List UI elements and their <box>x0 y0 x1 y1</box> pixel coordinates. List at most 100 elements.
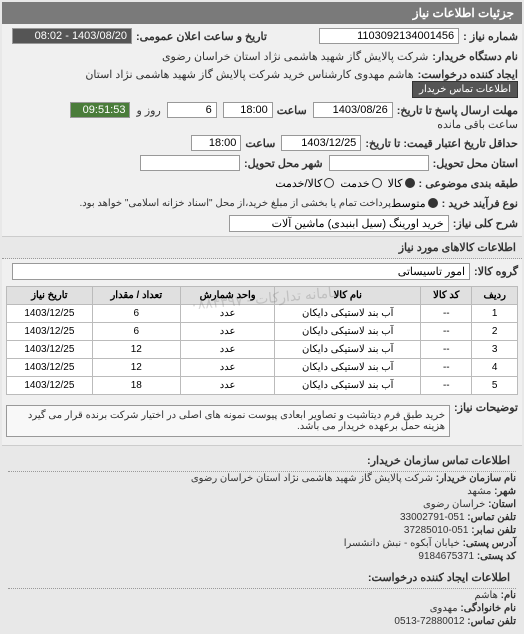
table-cell: 1 <box>472 305 518 323</box>
price-valid-label: حداقل تاریخ اعتبار قیمت: تا تاریخ: <box>365 137 518 150</box>
table-cell: 1403/12/25 <box>7 323 93 341</box>
subject-radios: کالا خدمت کالا/خدمت <box>275 177 414 190</box>
date-label: تاریخ و ساعت اعلان عمومی: <box>136 30 267 43</box>
group-label: گروه کالا: <box>474 265 518 278</box>
remain-time: 09:51:53 <box>70 102 130 118</box>
cr-tel-label: تلفن تماس: <box>467 616 516 627</box>
table-header: ردیف <box>472 287 518 305</box>
table-cell: 1403/12/25 <box>7 377 93 395</box>
cr-lname-label: نام خانوادگی: <box>460 603 516 614</box>
price-valid-time: 18:00 <box>191 135 241 151</box>
table-row: 1--آب بند لاستیکی دایکانعدد61403/12/25 <box>7 305 518 323</box>
contact-creator-header: اطلاعات ایجاد کننده درخواست: <box>8 567 516 589</box>
price-valid-date: 1403/12/25 <box>281 135 361 151</box>
c-city-label: شهر: <box>494 486 516 497</box>
deadline-time: 18:00 <box>223 102 273 118</box>
table-row: 5--آب بند لاستیکی دایکانعدد181403/12/25 <box>7 377 518 395</box>
desc-text: خرید طبق فرم دیتاشیت و تصاویر ابعادی پیو… <box>6 405 450 437</box>
table-cell: -- <box>421 323 472 341</box>
table-cell: عدد <box>180 305 274 323</box>
time-label-2: ساعت <box>245 137 275 150</box>
table-header: تعداد / مقدار <box>92 287 180 305</box>
goods-group: امور تاسیساتی <box>12 263 470 280</box>
table-cell: 4 <box>472 359 518 377</box>
table-row: 3--آب بند لاستیکی دایکانعدد121403/12/25 <box>7 341 518 359</box>
remain-days: 6 <box>167 102 217 118</box>
c-city: مشهد <box>467 486 491 497</box>
goods-section-header: اطلاعات کالاهای مورد نیاز <box>2 237 522 259</box>
creator-name: هاشم مهدوی کارشناس خرید شرکت پالایش گاز … <box>85 68 413 81</box>
table-row: 2--آب بند لاستیکی دایکانعدد61403/12/25 <box>7 323 518 341</box>
table-header: نام کالا <box>275 287 421 305</box>
table-cell: -- <box>421 305 472 323</box>
c-state: خراسان رضوی <box>423 499 485 510</box>
state-label: استان محل تحویل: <box>433 157 518 170</box>
table-cell: آب بند لاستیکی دایکان <box>275 305 421 323</box>
deadline-date: 1403/08/26 <box>313 102 393 118</box>
cr-name-label: نام: <box>501 590 516 601</box>
desc-label: توضیحات نیاز: <box>454 401 518 414</box>
table-cell: عدد <box>180 341 274 359</box>
radio-service[interactable]: خدمت <box>340 177 381 190</box>
table-cell: 5 <box>472 377 518 395</box>
process-note: پرداخت تمام یا بخشی از مبلغ خرید،از محل … <box>79 198 391 209</box>
table-cell: 2 <box>472 323 518 341</box>
buyer-name: شرکت پالایش گاز شهید هاشمی نژاد استان خر… <box>162 50 428 63</box>
contact-buyer-button[interactable]: اطلاعات تماس خریدار <box>412 81 518 98</box>
table-cell: 6 <box>92 323 180 341</box>
cr-name: هاشم <box>475 590 498 601</box>
table-cell: -- <box>421 377 472 395</box>
table-cell: آب بند لاستیکی دایکان <box>275 359 421 377</box>
creator-label: ایجاد کننده درخواست: <box>418 68 518 81</box>
org-label: نام سازمان خریدار: <box>436 473 516 484</box>
c-addr: خیابان آبکوه - نبش دانشسرا <box>344 538 460 549</box>
delivery-city <box>140 155 240 171</box>
table-cell: 1403/12/25 <box>7 341 93 359</box>
table-cell: آب بند لاستیکی دایکان <box>275 341 421 359</box>
table-cell: عدد <box>180 377 274 395</box>
table-cell: 12 <box>92 359 180 377</box>
table-cell: عدد <box>180 323 274 341</box>
delivery-state <box>329 155 429 171</box>
table-cell: آب بند لاستیکی دایکان <box>275 377 421 395</box>
c-post-label: کد پستی: <box>477 551 516 562</box>
city-label: شهر محل تحویل: <box>244 157 323 170</box>
c-post: 9184675371 <box>418 551 474 562</box>
table-cell: 1403/12/25 <box>7 305 93 323</box>
table-cell: 3 <box>472 341 518 359</box>
table-cell: 12 <box>92 341 180 359</box>
deadline-label: مهلت ارسال پاسخ تا تاریخ: <box>397 104 518 117</box>
subject-cat-label: طبقه بندی موضوعی : <box>419 177 518 190</box>
c-fax-label: تلفن نمابر: <box>471 525 516 536</box>
table-header: تاریخ نیاز <box>7 287 93 305</box>
c-tel-label: تلفن تماس: <box>467 512 516 523</box>
radio-process[interactable]: متوسط <box>391 197 438 210</box>
c-state-label: استان: <box>488 499 516 510</box>
goods-table: ردیفکد کالانام کالاواحد شمارشتعداد / مقد… <box>6 286 518 395</box>
c-addr-label: آدرس پستی: <box>463 538 516 549</box>
table-header: واحد شمارش <box>180 287 274 305</box>
c-tel: 051-33002791 <box>400 512 465 523</box>
need-no: 1103092134001456 <box>319 28 459 44</box>
table-row: 4--آب بند لاستیکی دایکانعدد121403/12/25 <box>7 359 518 377</box>
time-label: ساعت <box>277 104 307 117</box>
table-cell: آب بند لاستیکی دایکان <box>275 323 421 341</box>
process-label: نوع فرآیند خرید : <box>442 197 518 210</box>
table-cell: -- <box>421 359 472 377</box>
need-title: خرید اورینگ (سیل ابنبدی) ماشین آلات <box>229 215 449 232</box>
table-header: کد کالا <box>421 287 472 305</box>
need-no-label: شماره نیاز : <box>463 30 518 43</box>
announce-date: 1403/08/20 - 08:02 <box>12 28 132 44</box>
radio-mixed[interactable]: کالا/خدمت <box>275 177 334 190</box>
contact-org-header: اطلاعات تماس سازمان خریدار: <box>8 450 516 472</box>
need-title-label: شرح کلی نیاز: <box>453 217 518 230</box>
radio-goods[interactable]: کالا <box>388 177 415 190</box>
cr-lname: مهدوی <box>430 603 458 614</box>
table-cell: 1403/12/25 <box>7 359 93 377</box>
table-cell: عدد <box>180 359 274 377</box>
org-val: شرکت پالایش گاز شهید هاشمی نژاد استان خر… <box>191 473 433 484</box>
days-label: روز و <box>136 104 160 117</box>
table-cell: -- <box>421 341 472 359</box>
page-header: جزئیات اطلاعات نیاز <box>2 2 522 24</box>
cr-tel: 72880012-0513 <box>394 616 464 627</box>
